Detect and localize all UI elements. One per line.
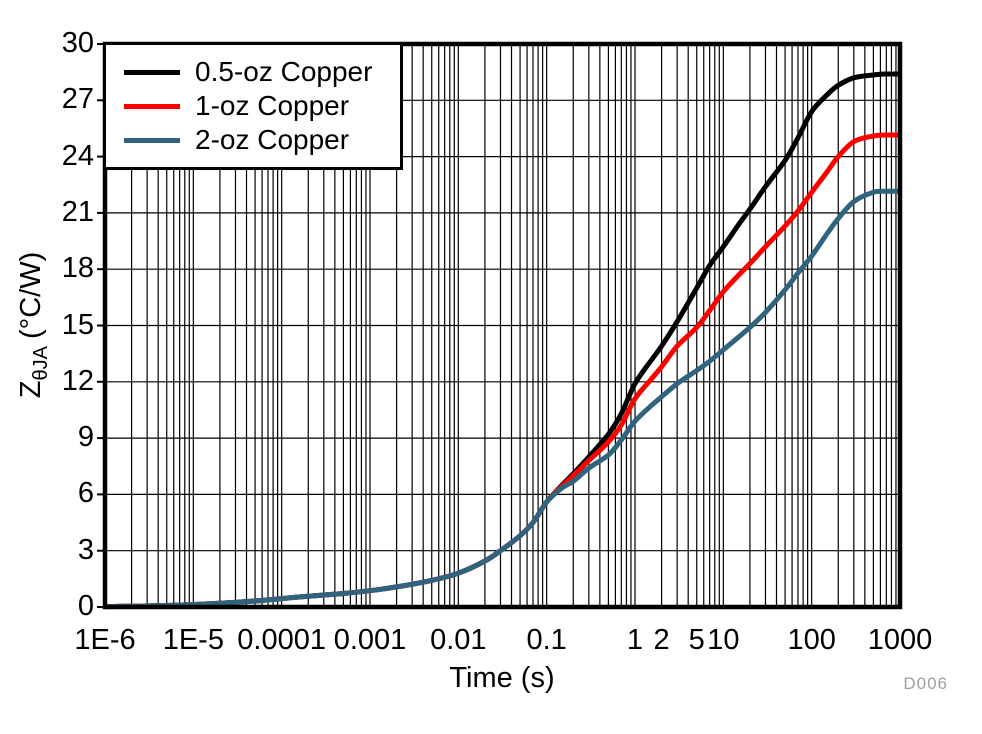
x-tick-label: 0.01 <box>430 624 487 656</box>
chart-legend: 0.5-oz Copper 1-oz Copper 2-oz Copper <box>103 42 403 170</box>
x-tick-label: 1 <box>626 624 644 656</box>
x-tick-label: 1E-6 <box>74 624 136 656</box>
x-tick-label: 10 <box>707 624 740 656</box>
y-tick-label: 21 <box>61 195 94 228</box>
y-tick-label: 12 <box>61 364 94 397</box>
series-curve <box>104 132 901 610</box>
plot-frame <box>102 41 903 610</box>
legend-line-swatch <box>124 103 180 109</box>
y-tick-label: 30 <box>61 27 94 59</box>
x-tick-label: 1000 <box>867 624 933 656</box>
y-axis-label: ZθJA (°C/W) <box>15 252 53 398</box>
figure-id: D006 <box>903 674 948 693</box>
y-tick-label: 18 <box>61 252 94 285</box>
y-tick-label: 24 <box>61 139 94 172</box>
y-tick-label: 0 <box>77 590 94 622</box>
x-tick-label: 0.0001 <box>237 624 327 656</box>
x-tick-label: 0.1 <box>526 624 567 656</box>
legend-item-label: 0.5-oz Copper <box>195 56 373 87</box>
y-tick-label: 3 <box>77 533 94 566</box>
x-tick-label: 2 <box>653 624 670 656</box>
y-axis-label-unit: (°C/W) <box>15 251 48 340</box>
legend-item-label: 1-oz Copper <box>195 90 350 121</box>
legend-line-swatch <box>124 69 180 75</box>
series-curve <box>104 188 901 610</box>
x-tick-label: 100 <box>787 624 836 656</box>
y-tick-label: 27 <box>61 83 94 116</box>
x-axis-label: Time (s) <box>449 662 555 694</box>
x-tick-label: 5 <box>688 624 705 656</box>
y-tick-label: 9 <box>77 421 94 454</box>
legend-item: 0.5-oz Copper <box>124 55 400 89</box>
legend-item: 1-oz Copper <box>124 89 400 123</box>
y-tick-label: 6 <box>77 477 94 510</box>
y-axis-label-symbol: Z <box>15 380 48 399</box>
legend-item-label: 2-oz Copper <box>195 124 350 155</box>
legend-item: 2-oz Copper <box>124 123 400 157</box>
x-tick-label: 1E-5 <box>162 624 224 656</box>
y-tick-label: 15 <box>61 308 94 341</box>
y-axis-label-subscript: θJA <box>29 346 52 381</box>
x-tick-label: 0.001 <box>333 624 407 656</box>
legend-line-swatch <box>124 137 180 143</box>
